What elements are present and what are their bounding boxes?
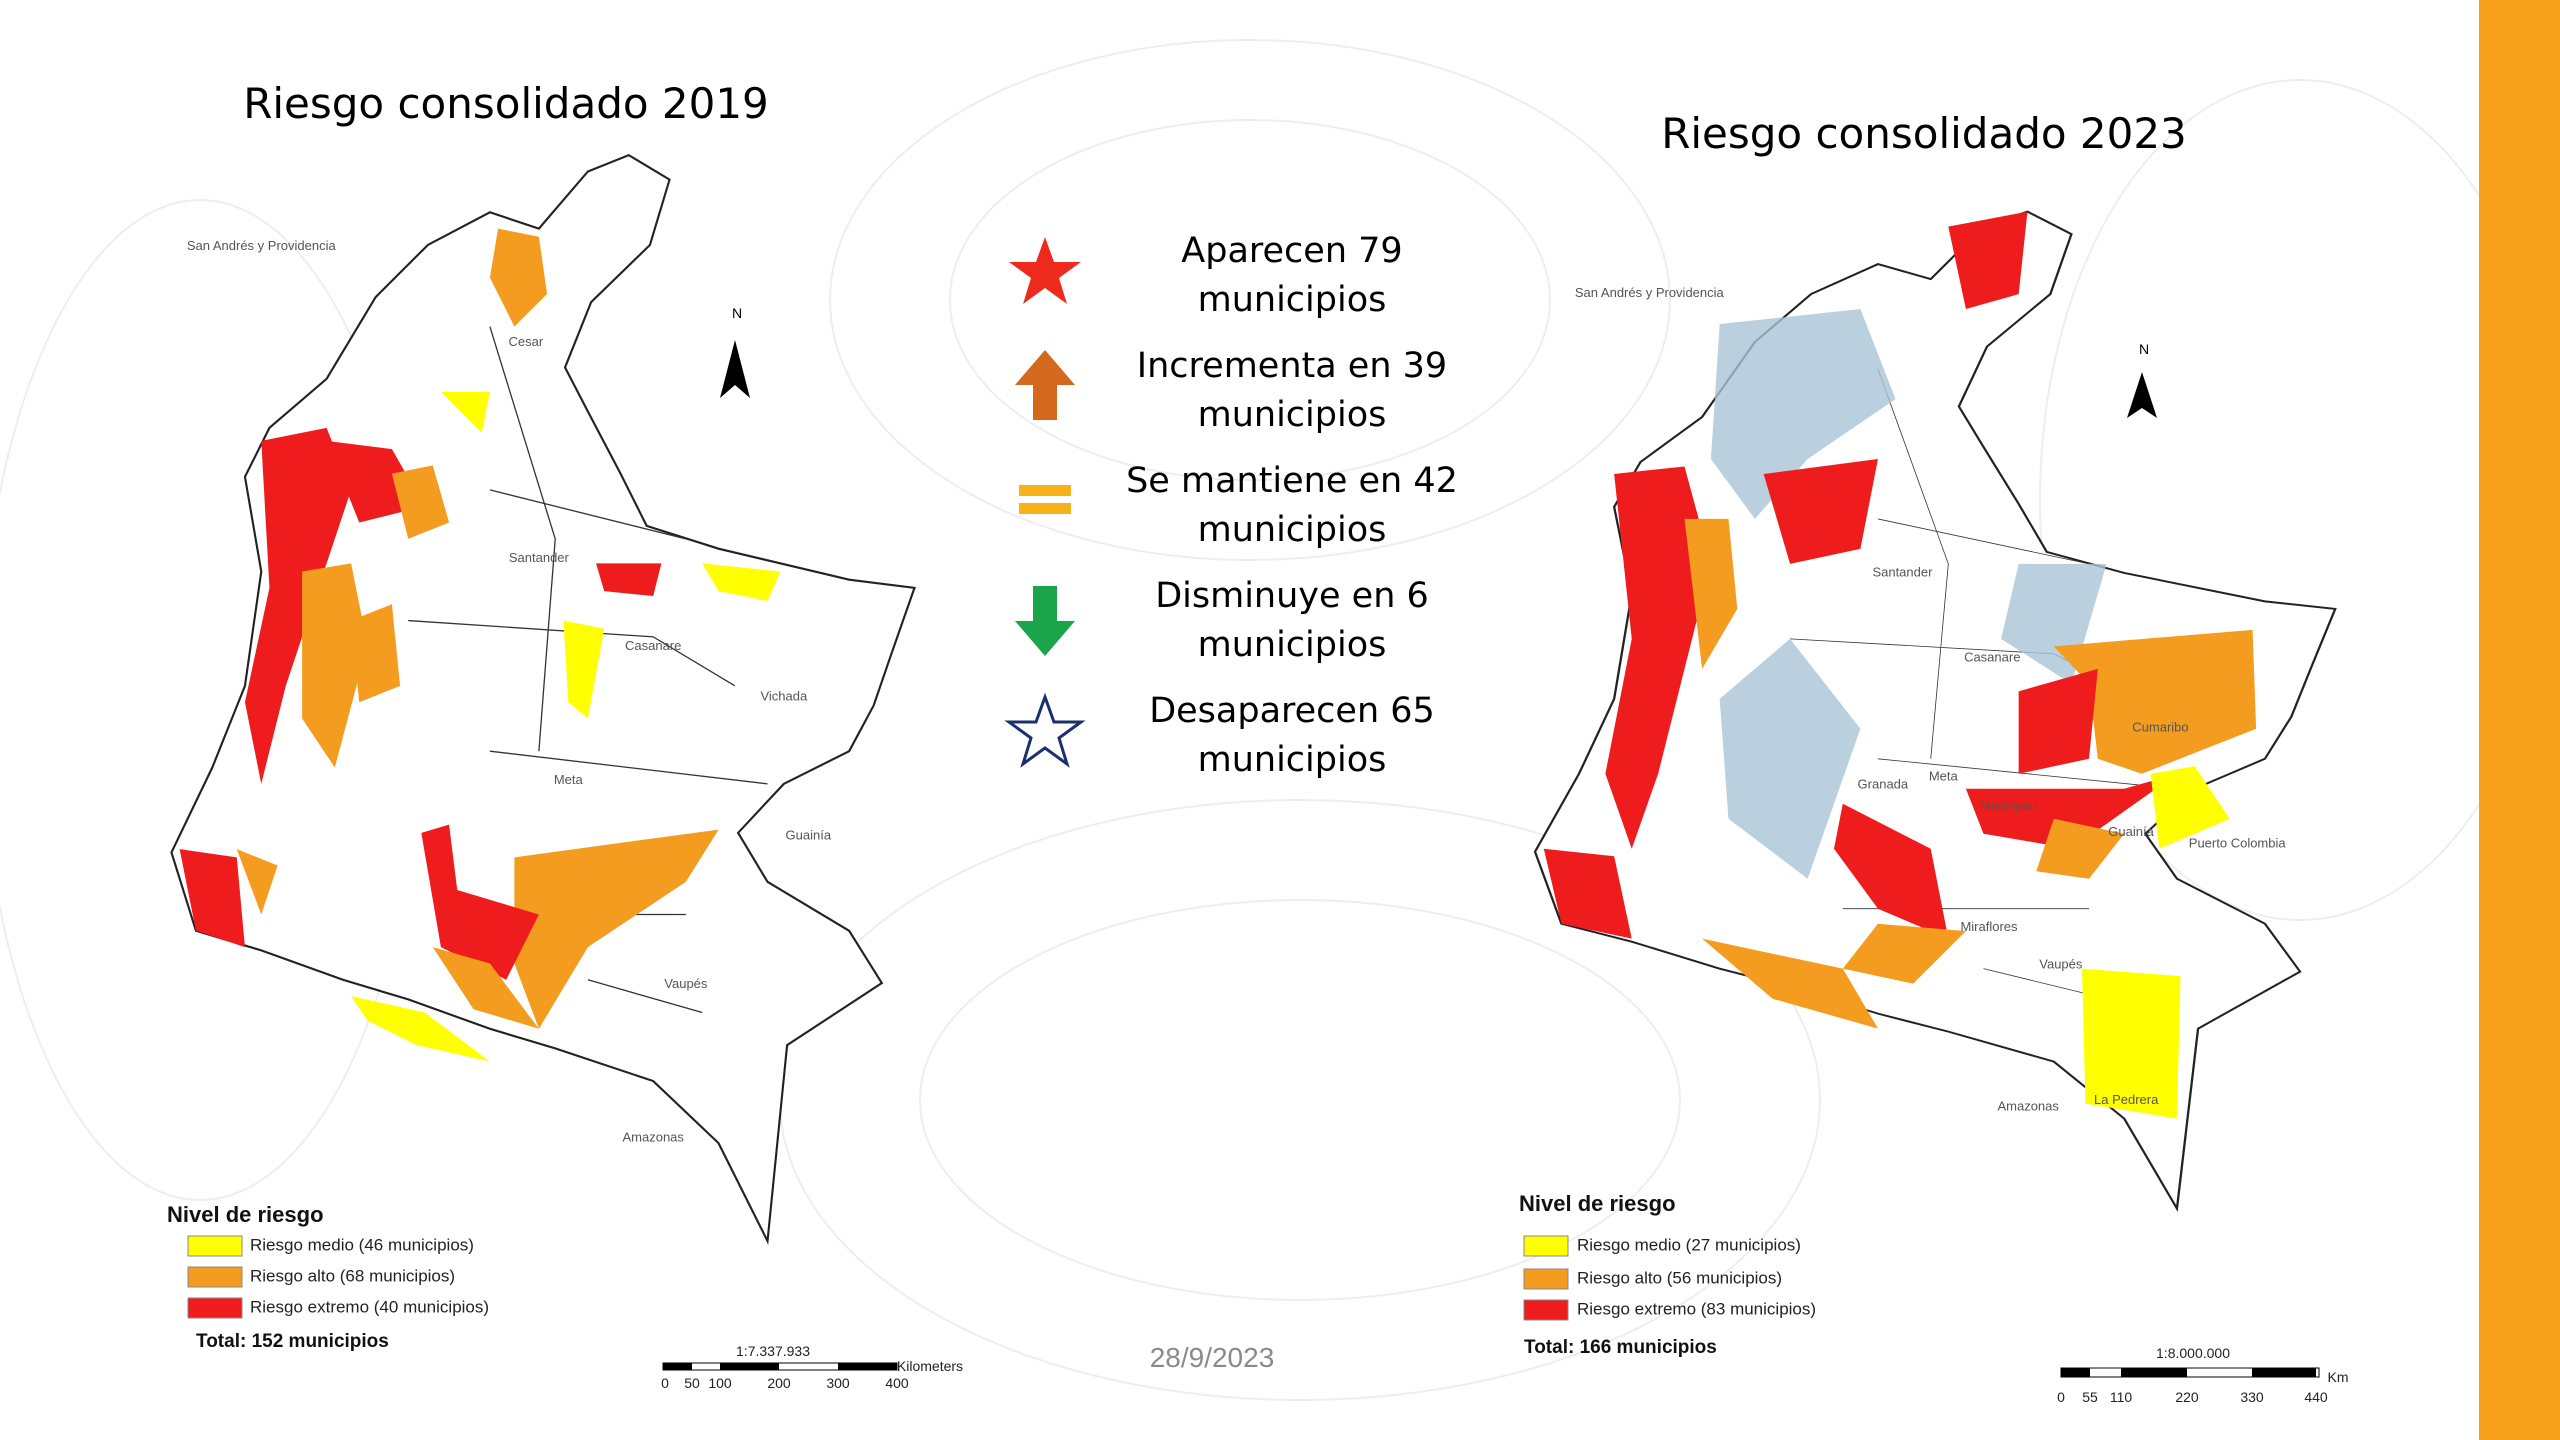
legend-item: Riesgo medio (46 municipios) [250,1235,474,1254]
map-2019 [170,154,916,1243]
scale-tick: 0 [2057,1389,2065,1405]
legend-item: Riesgo alto (56 municipios) [1577,1268,1782,1287]
scale-tick: 100 [708,1375,732,1391]
place-label: Amazonas [622,1129,684,1144]
north-label: N [2139,341,2149,357]
risk-areas [1543,211,2257,1119]
scale-tick: 50 [684,1375,700,1391]
scale-tick: 300 [826,1375,850,1391]
change-text: Se mantiene en 42 [1126,461,1458,501]
place-label: Vichada [760,689,808,704]
scale-tick: 55 [2082,1389,2098,1405]
scale-tick: 0 [661,1375,669,1391]
scale-tick: 220 [2175,1389,2199,1405]
place-label: Santander [1872,564,1933,579]
change-text: Aparecen 79 [1181,231,1402,271]
place-label: Guainía [786,827,832,842]
place-label: Vaupés [664,976,708,991]
place-label: Mapiripán [1980,798,2037,813]
map-title: Riesgo consolidado 2019 [243,79,769,128]
accent-bar [2479,0,2560,1440]
map-title: Riesgo consolidado 2023 [1661,109,2187,158]
change-text: Desaparecen 65 [1149,691,1435,731]
scale-bar: 1:7.337.933 Kilometers [662,1343,963,1374]
place-label: Granada [1858,777,1909,792]
legend-item: Riesgo extremo (40 municipios) [250,1297,489,1316]
legend-item: Riesgo medio (27 municipios) [1577,1235,1801,1254]
scale-ratio: 1:8.000.000 [2156,1345,2230,1361]
scale-tick: 330 [2240,1389,2264,1405]
place-label: Cesar [508,334,543,349]
place-labels: San Andrés y Providencia Cesar Santander Ca… [187,238,2287,1145]
scale-tick: 440 [2304,1389,2328,1405]
north-label: N [732,305,742,321]
legend-total: Total: 166 municipios [1524,1337,1717,1358]
legend-2023: Nivel de riesgo Riesgo medio (27 municip… [1519,1191,1816,1358]
place-label: Casanare [1964,649,2020,664]
legend-2019: Nivel de riesgo Riesgo medio (46 municip… [167,1202,489,1352]
change-list: Aparecen 79 municipios Incrementa en 39 mun… [1126,231,1458,780]
place-label: Santander [509,550,570,565]
slide-date: 28/9/2023 [1150,1342,1275,1373]
scale-tick: 110 [2110,1389,2133,1405]
scale-ratio: 1:7.337.933 [736,1343,810,1359]
scale-unit: Kilometers [897,1358,963,1374]
place-label: Puerto Colombia [2189,836,2287,851]
place-label: San Andrés y Providencia [1575,285,1725,300]
place-label: Amazonas [1997,1098,2059,1113]
legend-title: Nivel de riesgo [167,1202,324,1227]
change-text: municipios [1198,510,1387,550]
legend-item: Riesgo extremo (83 municipios) [1577,1299,1816,1318]
change-text: municipios [1198,740,1387,780]
place-label: Guainía [2108,824,2154,839]
legend-item: Riesgo alto (68 municipios) [250,1266,455,1285]
place-label: Casanare [625,638,681,653]
change-text: Incrementa en 39 [1137,346,1447,386]
place-label: Meta [1929,769,1959,784]
place-label: San Andrés y Providencia [187,238,337,253]
place-label: La Pedrera [2094,1092,2159,1107]
place-label: Vaupés [2039,956,2083,971]
change-text: Disminuye en 6 [1155,576,1429,616]
risk-areas [179,228,781,1062]
change-text: municipios [1198,625,1387,665]
place-label: Miraflores [1960,919,2018,934]
change-icons [1004,237,1086,768]
north-arrow: N N [720,305,2157,418]
legend-total: Total: 152 municipios [196,1331,389,1352]
change-text: municipios [1198,395,1387,435]
map-2023 [1533,210,2337,1210]
scale-tick: 400 [885,1375,909,1391]
place-label: Meta [554,772,584,787]
place-label: Cumaribo [2132,720,2188,735]
scale-bar: 1:8.000.000 Km [2060,1345,2349,1385]
change-text: municipios [1198,280,1387,320]
scale-ticks: 0 50 100 200 300 400 0 55 110 220 330 440 [661,1375,2328,1405]
scale-unit: Km [2328,1369,2349,1385]
scale-tick: 200 [767,1375,791,1391]
legend-title: Nivel de riesgo [1519,1191,1676,1216]
